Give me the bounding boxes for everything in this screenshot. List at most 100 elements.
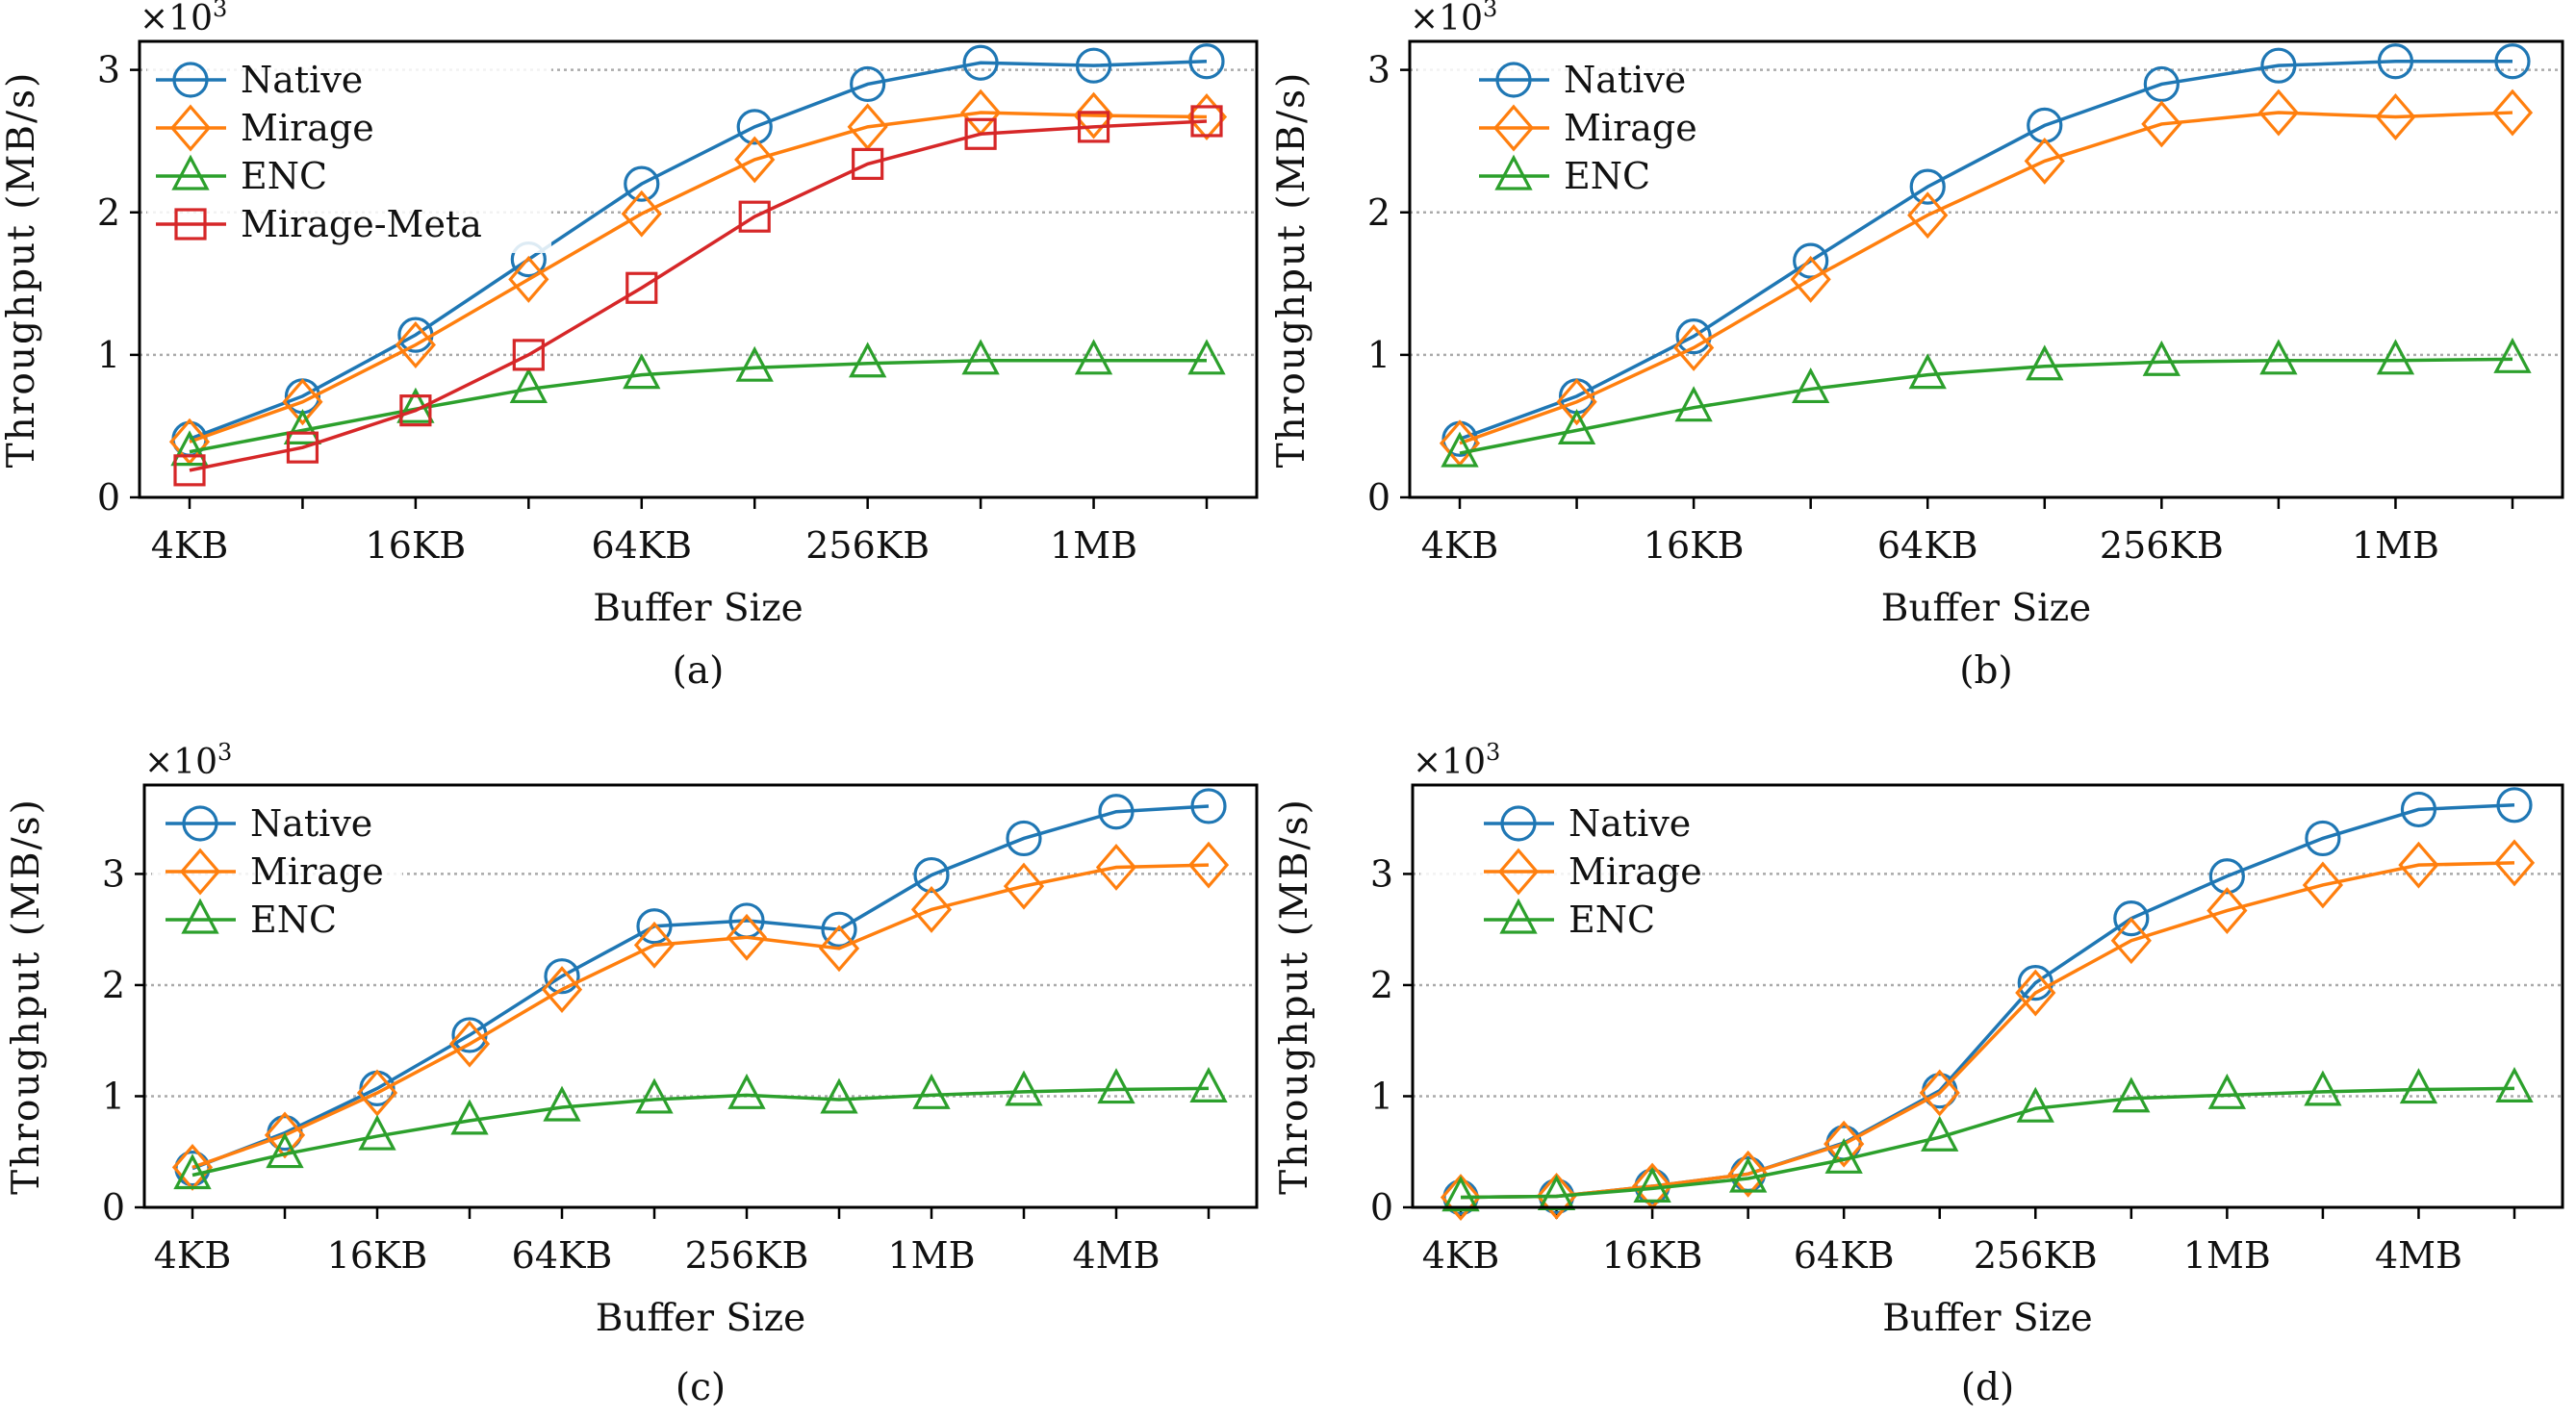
y-axis-label: Throughput (MB/s): [1270, 71, 1314, 469]
legend-label: Mirage: [1569, 850, 1702, 893]
y-tick-label: 3: [97, 49, 120, 91]
axes-frame: [138, 39, 1259, 499]
legend: Native Mirage ENC: [1417, 49, 1697, 205]
data-point: [512, 339, 545, 371]
data-point: [1187, 841, 1230, 889]
data-point: [735, 345, 774, 382]
data-point: [266, 1132, 304, 1169]
legend-label: ENC: [250, 899, 337, 941]
data-point: [544, 958, 580, 995]
series-enc: [173, 1066, 1228, 1190]
data-point: [818, 925, 860, 973]
y-multiplier-exponent: 3: [213, 0, 227, 22]
series-line: [189, 119, 1208, 472]
axes-frame: [142, 783, 1259, 1209]
data-point: [1095, 844, 1137, 891]
legend-marker: [171, 154, 210, 190]
data-point: [2110, 917, 2152, 965]
legend-marker: [1495, 62, 1532, 98]
data-point: [2305, 820, 2341, 857]
data-point: [2141, 100, 2182, 148]
series-enc: [1441, 337, 2532, 468]
data-point: [2493, 839, 2536, 887]
data-point: [1790, 255, 1831, 303]
legend-marker: [1492, 104, 1535, 152]
data-point: [2496, 787, 2533, 824]
y-tick-label: 3: [1367, 49, 1390, 91]
data-point: [1793, 242, 1829, 279]
x-tick-label: 16KB: [366, 524, 467, 567]
data-point: [1097, 1068, 1135, 1104]
legend-label: Mirage: [250, 850, 384, 893]
data-point: [1792, 367, 1830, 404]
data-point: [358, 1114, 396, 1151]
data-point: [2491, 89, 2534, 137]
legend-label: Native: [1564, 59, 1686, 101]
data-point: [1005, 1070, 1043, 1106]
data-point: [1556, 378, 1597, 426]
y-tick-label: 1: [1367, 334, 1390, 376]
data-point: [633, 921, 676, 969]
data-point: [2376, 339, 2415, 375]
y-tick-label: 0: [97, 476, 120, 519]
y-tick-label: 1: [97, 334, 120, 376]
y-tick-label: 3: [102, 852, 125, 895]
y-axis-label: Throughput (MB/s): [5, 798, 48, 1195]
y-tick-label: 1: [102, 1075, 125, 1117]
data-point: [448, 1020, 491, 1068]
x-tick-label: 256KB: [805, 524, 930, 567]
data-point: [2113, 900, 2150, 937]
data-point: [2112, 1077, 2151, 1113]
series-mirage: [1440, 839, 2536, 1222]
legend-marker: [1500, 805, 1537, 842]
legend-label: ENC: [1569, 899, 1655, 941]
data-point: [1824, 1137, 1863, 1174]
series-line: [189, 359, 1207, 454]
data-point: [852, 147, 884, 180]
x-tick-label: 4MB: [1072, 1234, 1160, 1277]
x-tick-label: 16KB: [1644, 524, 1745, 567]
legend-marker: [1499, 898, 1538, 934]
series-mirage: [1439, 89, 2534, 468]
data-point: [2207, 1073, 2247, 1109]
data-point: [173, 454, 206, 487]
data-point: [541, 966, 583, 1014]
y-multiplier-exponent: 3: [1483, 0, 1497, 22]
data-point: [910, 885, 953, 933]
legend: Native Mirage ENC: [1420, 793, 1702, 949]
data-point: [1006, 820, 1042, 857]
data-point: [2493, 337, 2532, 373]
data-point: [820, 1077, 858, 1114]
data-point: [1440, 1174, 1482, 1222]
data-point: [1557, 408, 1596, 444]
data-point: [356, 1069, 398, 1117]
chart-panel-b: 0 1 2 3 4KB 16KB 64KB 256KB 1MB ×103 Buffer Size Th…: [1270, 0, 2564, 693]
data-point: [1075, 47, 1112, 84]
x-tick-label: 16KB: [1602, 1234, 1703, 1277]
x-tick-label: 256KB: [1974, 1234, 2098, 1277]
data-point: [2377, 43, 2414, 80]
data-point: [2015, 969, 2056, 1017]
data-point: [2142, 340, 2181, 376]
chart-panel-a: 0 1 2 3 4KB 16KB 64KB 256KB 1MB ×103 Buffer Size Th…: [0, 0, 1259, 693]
data-point: [2206, 887, 2248, 934]
y-axis-label: Throughput (MB/s): [1273, 798, 1316, 1195]
series-line: [189, 59, 1208, 441]
legend-marker: [181, 898, 219, 934]
y-multiplier-exponent: 3: [217, 739, 232, 766]
series-line: [1460, 1086, 2515, 1200]
legend-marker: [172, 62, 209, 98]
data-point: [727, 1073, 766, 1109]
x-axis-label: Buffer Size: [1882, 1297, 2092, 1340]
data-point: [543, 1085, 581, 1122]
x-tick-label: 1MB: [2183, 1234, 2271, 1277]
legend-label: Native: [250, 802, 372, 845]
y-multiplier: ×103: [140, 0, 227, 38]
y-tick-label: 2: [1367, 191, 1390, 234]
data-point: [286, 431, 319, 464]
legend-marker: [1494, 154, 1533, 190]
data-point: [635, 1077, 674, 1114]
data-point: [734, 136, 776, 184]
y-tick-label: 2: [1370, 964, 1393, 1006]
